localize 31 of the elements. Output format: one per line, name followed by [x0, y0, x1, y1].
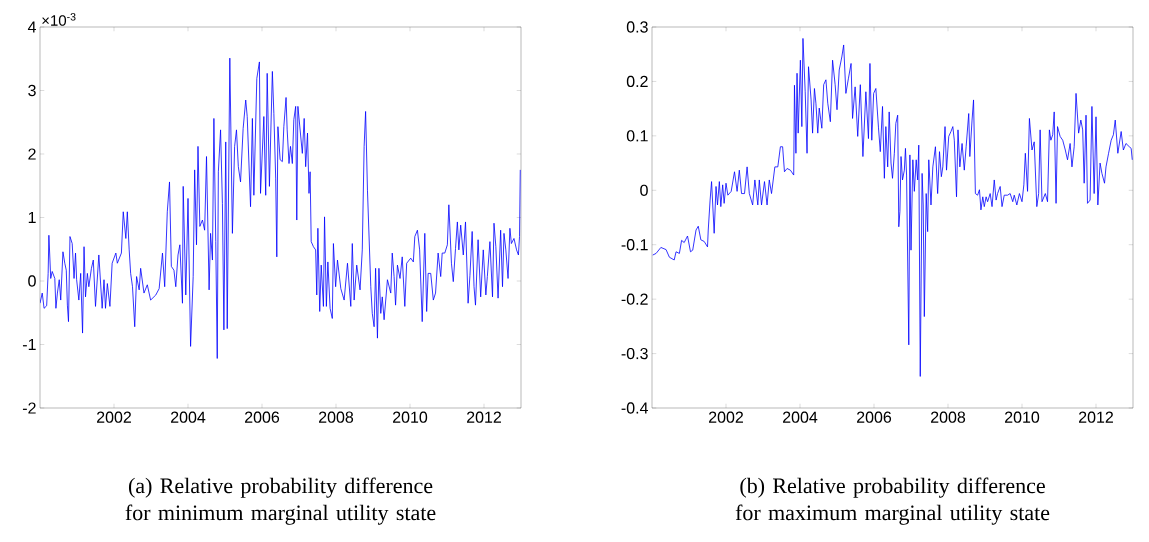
y-tick-label: -2 — [22, 402, 36, 414]
line-series — [652, 38, 1133, 377]
y-tick-label: -1 — [22, 338, 36, 350]
x-tick-label: 2004 — [171, 411, 206, 423]
y-tick-label: 4 — [27, 21, 36, 33]
y-tick-label: -0.2 — [621, 293, 648, 305]
y-tick-label: -0.4 — [621, 402, 648, 414]
x-tick-label: 2010 — [393, 411, 428, 423]
x-tick-label: 2006 — [857, 411, 892, 423]
y-tick-label: 0.3 — [626, 21, 648, 33]
x-tick-label: 2012 — [1079, 411, 1113, 423]
y-tick-label: -0.1 — [621, 239, 648, 251]
y-tick-label: 2 — [28, 148, 36, 160]
x-tick-label: 2004 — [783, 411, 818, 423]
x-tick-label: 2008 — [931, 411, 966, 423]
x-tick-label: 2010 — [1005, 411, 1040, 423]
y-tick-label: 0.1 — [626, 130, 648, 142]
x-tick-label: 2006 — [245, 411, 280, 423]
y-tick-label: 0.2 — [626, 75, 648, 88]
y-tick-label: 3 — [28, 84, 36, 97]
x-tick-label: 2002 — [709, 411, 743, 423]
y-tick-label: 0 — [640, 184, 648, 196]
x-tick-label: 2008 — [319, 411, 354, 423]
x-tick-label: 2002 — [97, 411, 131, 423]
y-tick-label: -0.3 — [621, 347, 648, 360]
y-tick-label: 0 — [28, 275, 36, 287]
x-tick-label: 2012 — [467, 411, 501, 423]
text: ×10$^{-3}$ — [42, 13, 76, 26]
text: (a) Relative probability difference for minimum marginal utility state — [125, 477, 436, 525]
text: (b) Relative probability difference for maximum marginal utility state — [735, 477, 1050, 525]
y-tick-label: 1 — [28, 211, 36, 223]
